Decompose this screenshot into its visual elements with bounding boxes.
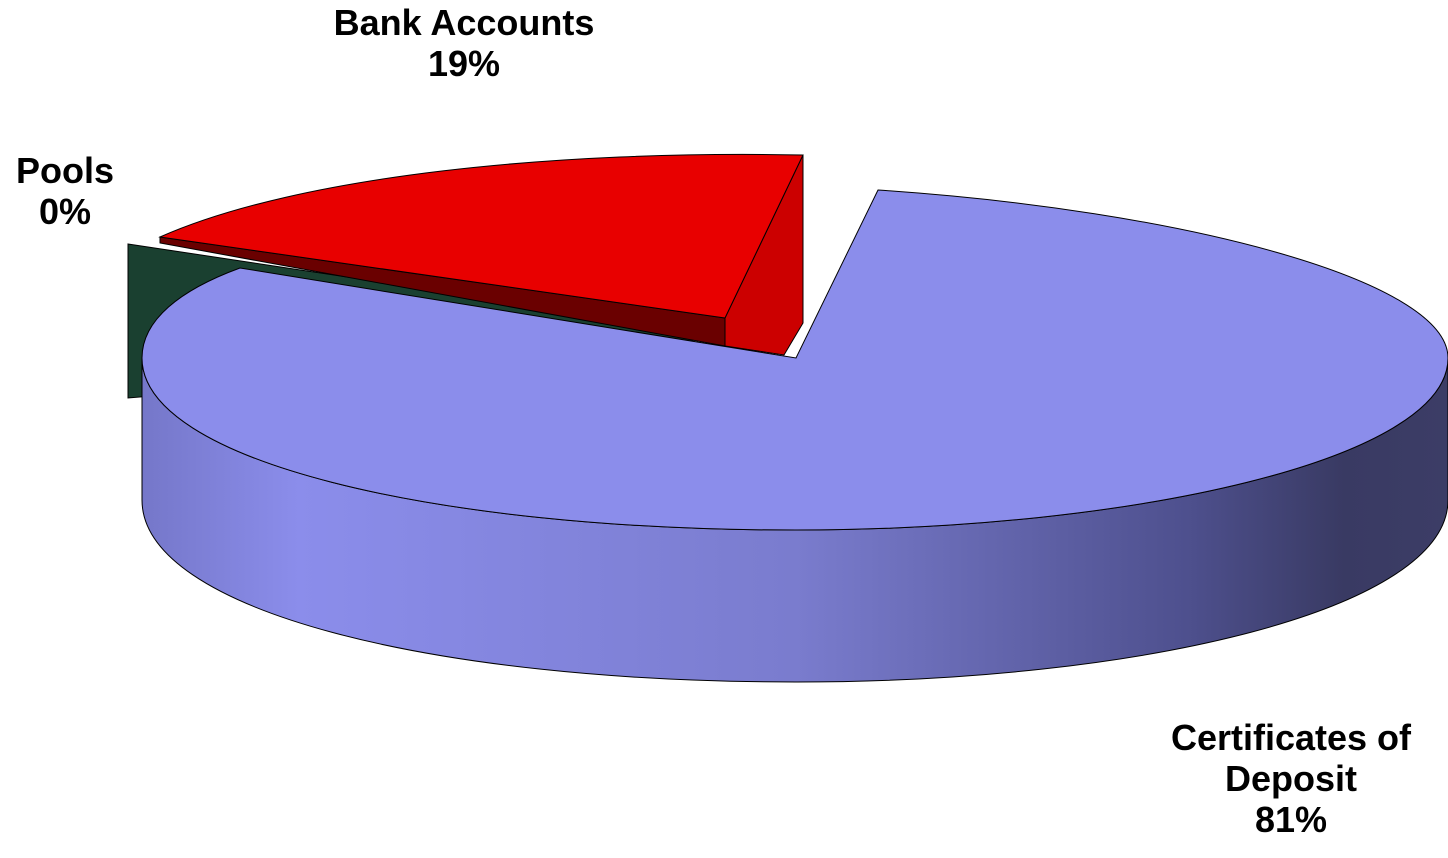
label-certificates-of-deposit-name-line1: Certificates of — [1170, 717, 1412, 758]
label-bank-accounts-name: Bank Accounts — [333, 2, 595, 43]
label-bank-accounts-percent: 19% — [427, 43, 501, 84]
label-certificates-of-deposit: Certificates of Deposit 81% — [1146, 717, 1436, 840]
label-pools: Pools 0% — [0, 150, 130, 232]
label-certificates-of-deposit-percent: 81% — [1254, 799, 1328, 840]
label-certificates-of-deposit-name-line2: Deposit — [1224, 758, 1357, 799]
label-pools-percent: 0% — [38, 191, 92, 232]
label-bank-accounts: Bank Accounts 19% — [312, 2, 616, 84]
label-pools-name: Pools — [15, 150, 114, 191]
slice-certificates-of-deposit-top — [141, 189, 1448, 531]
slice-bank-accounts-top — [158, 153, 804, 319]
